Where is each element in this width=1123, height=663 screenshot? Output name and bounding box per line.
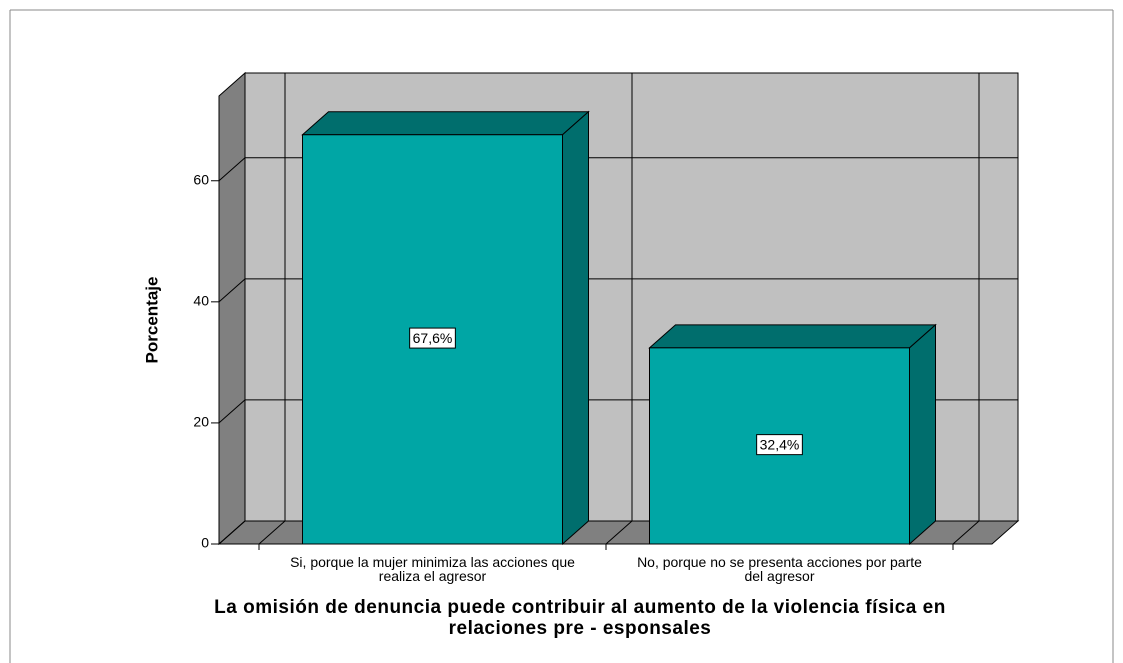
bar-top	[301, 111, 590, 136]
y-tick-label: 40	[193, 293, 209, 309]
bar-top	[648, 324, 937, 349]
y-tick-label: 0	[201, 535, 209, 551]
bar-side	[562, 110, 589, 546]
bar-side	[909, 323, 936, 546]
value-label-box	[409, 327, 456, 349]
floor-separator	[605, 520, 633, 545]
x-axis-label: La omisión de denuncia puede contribuir …	[214, 597, 946, 639]
value-label: 32,4%	[760, 437, 800, 453]
floor-separator	[258, 520, 286, 545]
x-tick-label: No, porque no se presenta acciones por p…	[637, 554, 922, 584]
y-tick-label: 60	[193, 171, 209, 187]
floor-separator	[952, 520, 980, 545]
value-label-box	[756, 434, 803, 456]
wall-grid-line	[218, 520, 246, 545]
value-label: 67,6%	[413, 330, 453, 346]
wall-grid-line	[218, 157, 246, 182]
left-wall	[218, 71, 246, 546]
y-axis-label: Porcentaje	[142, 277, 161, 364]
wall-grid-line	[218, 278, 246, 303]
y-tick-label: 20	[193, 414, 209, 430]
x-tick-label: Si, porque la mujer minimiza las accione…	[290, 554, 575, 584]
wall-grid-line	[218, 399, 246, 424]
